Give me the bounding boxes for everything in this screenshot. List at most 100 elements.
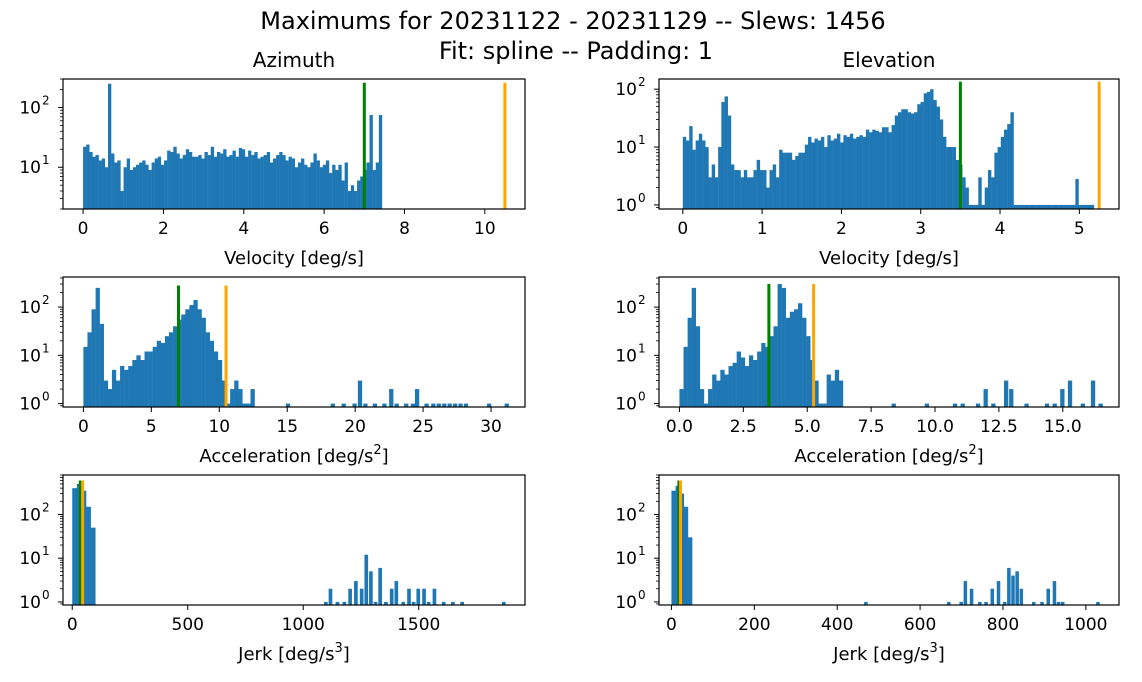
histogram-bar bbox=[926, 91, 931, 209]
histogram-bar bbox=[458, 403, 463, 407]
y-tick-label: 10 bbox=[615, 395, 637, 415]
histogram-bar bbox=[452, 403, 458, 407]
histogram-bar bbox=[354, 581, 358, 605]
histogram-bar bbox=[170, 151, 174, 209]
histogram-bar bbox=[136, 355, 141, 407]
histogram-bar bbox=[330, 403, 335, 407]
y-tick-exponent: 2 bbox=[42, 500, 50, 514]
histogram-bar bbox=[702, 140, 706, 209]
histogram-bar bbox=[364, 554, 369, 605]
histogram-bar bbox=[282, 155, 286, 209]
histogram-bar bbox=[891, 125, 895, 209]
x-tick-label: 500 bbox=[172, 615, 204, 635]
y-tick-exponent: 2 bbox=[42, 293, 50, 307]
histogram-bar bbox=[862, 136, 867, 209]
histogram-bar bbox=[192, 156, 196, 209]
histogram-bar bbox=[254, 151, 258, 209]
histogram-bar bbox=[111, 153, 115, 209]
histogram-bar bbox=[978, 601, 982, 605]
histogram-bar bbox=[92, 156, 96, 209]
histogram-bar bbox=[987, 170, 992, 209]
histogram-bar bbox=[952, 403, 958, 407]
histogram-bar bbox=[691, 287, 696, 407]
histogram-bar bbox=[830, 140, 834, 209]
y-tick-label: 10 bbox=[19, 505, 41, 525]
histogram-bar bbox=[991, 177, 995, 209]
subplot-title: Elevation bbox=[843, 48, 936, 72]
histogram-bar bbox=[1084, 204, 1088, 209]
histogram-bar bbox=[1026, 204, 1030, 209]
histogram-bar bbox=[682, 136, 687, 209]
histogram-bar bbox=[414, 389, 420, 407]
histogram-bar bbox=[95, 287, 100, 407]
histogram-bar bbox=[501, 601, 506, 605]
histogram-bar bbox=[257, 158, 261, 209]
y-tick-label: 10 bbox=[615, 505, 637, 525]
histogram-bar bbox=[996, 581, 1001, 605]
histogram-bar bbox=[1032, 204, 1037, 209]
plot-area-el_vel bbox=[682, 81, 1101, 209]
x-axis-label: Acceleration [deg/s2] bbox=[199, 443, 388, 467]
axes-frame bbox=[62, 474, 526, 606]
histogram-bar bbox=[740, 357, 746, 407]
histogram-bar bbox=[1075, 179, 1079, 209]
histogram-bar bbox=[683, 506, 689, 605]
histogram-bar bbox=[769, 170, 773, 209]
histogram-bar bbox=[737, 170, 741, 209]
y-tick-exponent: 0 bbox=[638, 588, 646, 602]
histogram-bar bbox=[679, 389, 684, 407]
x-tick-label: 10.0 bbox=[916, 417, 954, 437]
histogram-bar bbox=[894, 115, 899, 209]
histogram-bar bbox=[949, 147, 953, 209]
histogram-bar bbox=[814, 138, 818, 209]
histogram-bar bbox=[213, 351, 219, 407]
histogram-bar bbox=[671, 490, 676, 605]
histogram-bar bbox=[740, 177, 745, 209]
histogram-bar bbox=[350, 185, 355, 209]
histogram-bar bbox=[963, 581, 968, 605]
histogram-bar bbox=[347, 191, 352, 209]
x-tick-label: 8 bbox=[399, 219, 410, 239]
histogram-bar bbox=[1000, 136, 1005, 209]
x-tick-label: 5 bbox=[146, 417, 157, 437]
histogram-bar bbox=[156, 340, 162, 407]
histogram-bar bbox=[775, 177, 780, 209]
y-tick-exponent: 2 bbox=[638, 293, 646, 307]
histogram-bar bbox=[728, 366, 733, 407]
histogram-bar bbox=[730, 164, 735, 209]
x-tick-label: 10 bbox=[474, 219, 496, 239]
x-tick-label: 4 bbox=[995, 219, 1006, 239]
histogram-bar bbox=[167, 150, 171, 209]
histogram-bar bbox=[698, 133, 703, 209]
histogram-bar bbox=[87, 332, 92, 407]
x-axis-label: Jerk [deg/s3] bbox=[237, 641, 350, 665]
histogram-bar bbox=[686, 140, 690, 209]
x-tick-label: 6 bbox=[319, 219, 330, 239]
histogram-bar bbox=[724, 96, 728, 209]
x-tick-label: 0 bbox=[78, 219, 89, 239]
histogram-bar bbox=[757, 351, 762, 407]
histogram-bar bbox=[856, 136, 860, 209]
histogram-bar bbox=[1052, 403, 1057, 407]
histogram-bar bbox=[781, 287, 786, 407]
histogram-bar bbox=[407, 588, 411, 605]
histogram-bar bbox=[213, 156, 218, 209]
histogram-bar bbox=[695, 140, 700, 209]
histogram-bar bbox=[853, 138, 857, 209]
histogram-bar bbox=[814, 380, 819, 407]
histogram-bar bbox=[205, 332, 210, 407]
histogram-bar bbox=[148, 169, 152, 209]
histogram-bar bbox=[824, 147, 828, 209]
histogram-bar bbox=[753, 170, 757, 209]
x-tick-label: 0 bbox=[67, 615, 78, 635]
histogram-bar bbox=[917, 104, 921, 209]
histogram-bar bbox=[297, 162, 302, 209]
histogram-bar bbox=[95, 155, 99, 209]
plot-area-el_acc bbox=[679, 284, 1103, 407]
histogram-bar bbox=[394, 581, 399, 605]
histogram-bar bbox=[1090, 380, 1096, 407]
histogram-bar bbox=[1065, 204, 1069, 209]
histogram-bar bbox=[103, 380, 109, 407]
